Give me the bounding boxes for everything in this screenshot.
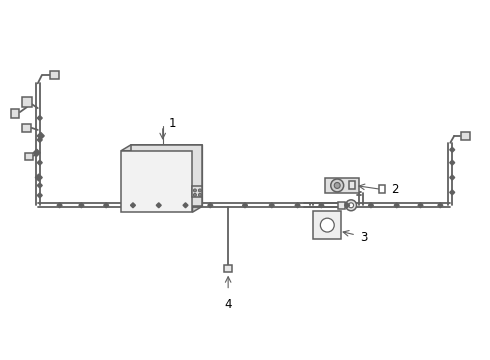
Polygon shape (57, 203, 62, 208)
Circle shape (198, 193, 201, 196)
Polygon shape (33, 149, 40, 156)
Polygon shape (35, 174, 42, 181)
Bar (25, 153, 33, 160)
Bar (50, 71, 59, 79)
Polygon shape (37, 160, 42, 165)
Polygon shape (450, 190, 455, 195)
Bar (22, 97, 32, 107)
Polygon shape (438, 203, 443, 208)
Bar (338, 202, 344, 209)
Circle shape (320, 218, 334, 232)
Polygon shape (37, 183, 42, 188)
Text: 2: 2 (391, 183, 398, 196)
Polygon shape (450, 175, 455, 180)
Polygon shape (104, 203, 109, 208)
Bar (325, 178, 359, 193)
Bar (23, 124, 31, 132)
Polygon shape (208, 203, 213, 208)
Polygon shape (368, 203, 373, 208)
Circle shape (194, 193, 196, 196)
Polygon shape (79, 203, 84, 208)
Bar (349, 181, 355, 189)
Circle shape (348, 203, 354, 208)
Circle shape (198, 189, 201, 192)
Bar (224, 265, 232, 273)
Polygon shape (37, 132, 44, 139)
Polygon shape (243, 203, 247, 208)
Polygon shape (193, 145, 202, 212)
Polygon shape (156, 203, 161, 208)
Circle shape (345, 200, 357, 211)
Polygon shape (295, 203, 300, 208)
Polygon shape (183, 203, 188, 208)
Text: 1: 1 (169, 117, 176, 130)
Bar (131, 145, 202, 206)
Polygon shape (418, 203, 423, 208)
Text: 4: 4 (224, 298, 232, 311)
Text: 3: 3 (360, 230, 368, 243)
Polygon shape (37, 116, 42, 121)
Bar (461, 132, 469, 140)
Polygon shape (270, 203, 274, 208)
Polygon shape (37, 193, 42, 198)
Polygon shape (319, 203, 324, 208)
Circle shape (331, 179, 343, 192)
Polygon shape (394, 203, 399, 208)
Polygon shape (130, 203, 135, 208)
Polygon shape (121, 145, 202, 151)
Polygon shape (344, 203, 349, 208)
Bar (121, 151, 193, 212)
Polygon shape (37, 138, 42, 142)
Bar (314, 211, 341, 239)
Bar (379, 185, 385, 193)
Circle shape (334, 183, 340, 188)
Polygon shape (450, 147, 455, 152)
Bar (10, 109, 20, 117)
Polygon shape (450, 160, 455, 165)
Bar (193, 186, 202, 197)
Circle shape (194, 189, 196, 192)
